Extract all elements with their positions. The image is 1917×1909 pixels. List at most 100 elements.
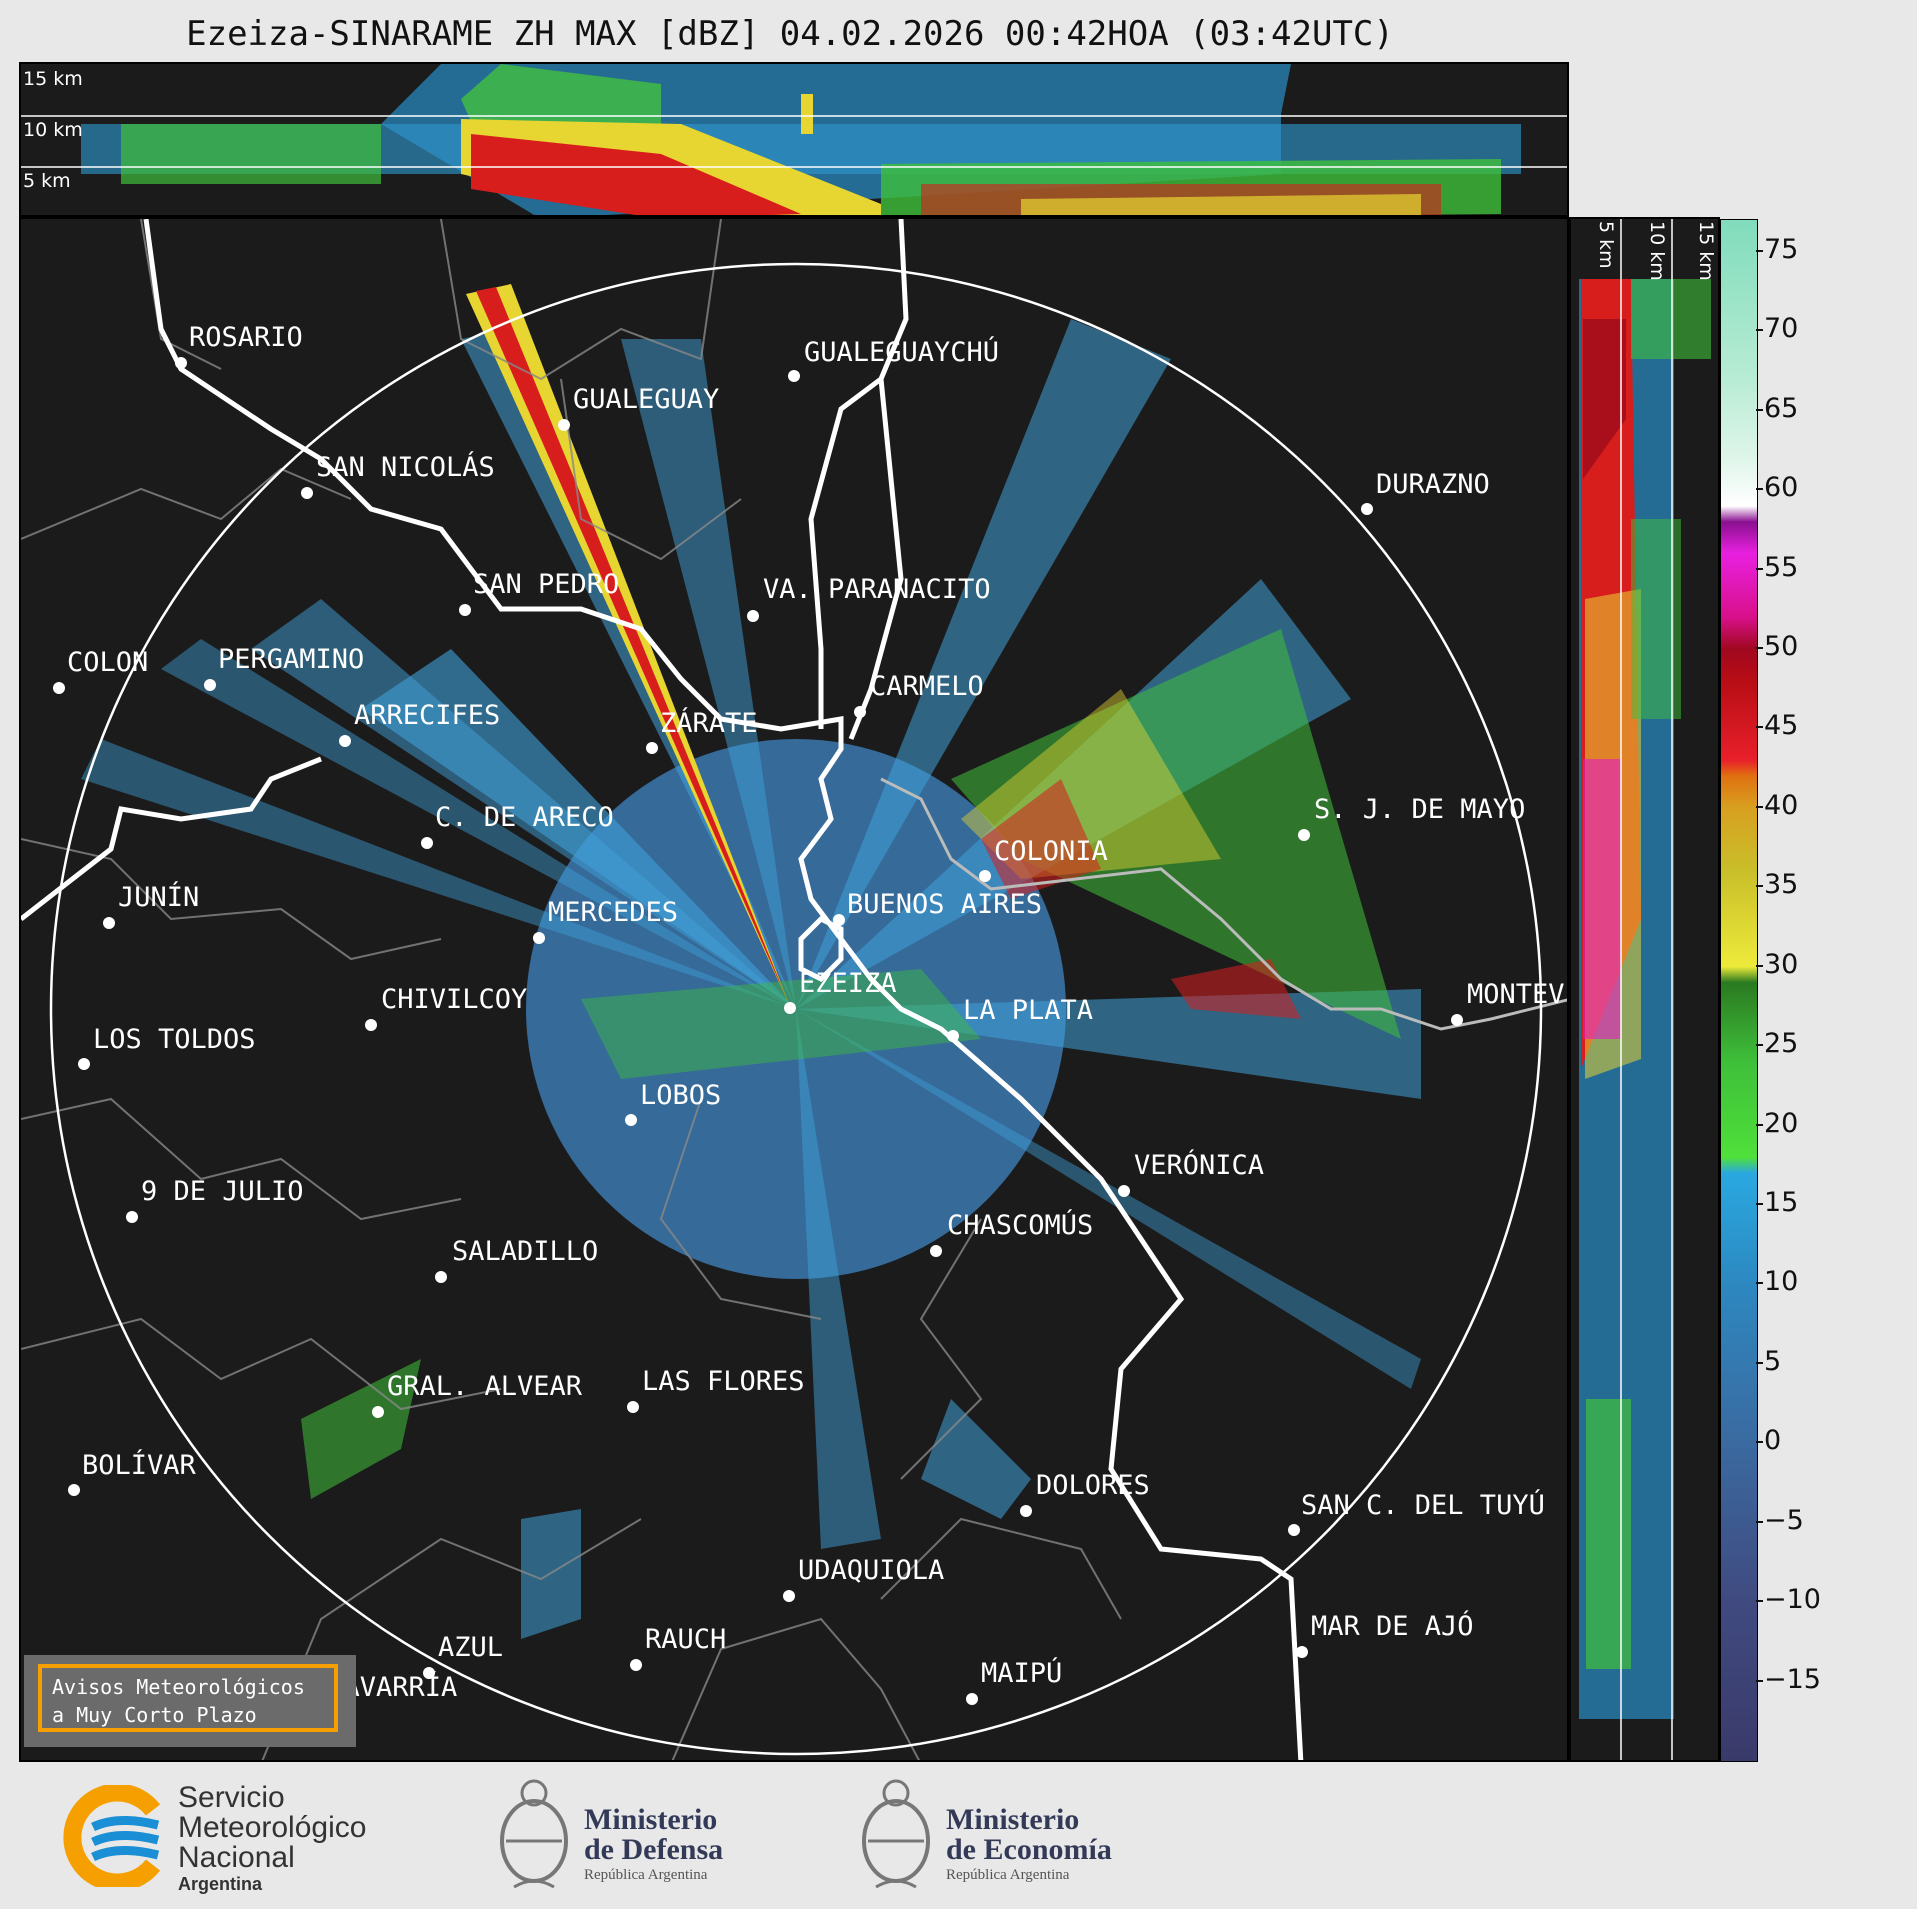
- city-dot-montevideo: [1451, 1014, 1463, 1026]
- city-dot-dolores: [1020, 1505, 1032, 1517]
- city-dot-colonia: [979, 870, 991, 882]
- city-label-rauch: RAUCH: [645, 1624, 727, 1655]
- colorbar-tick-mark: [1756, 249, 1763, 252]
- city-dot-rauch: [630, 1659, 642, 1671]
- top-cross-section-echoes: [21, 64, 1567, 215]
- side-height-label-10km: 10 km: [1646, 221, 1668, 281]
- colorbar-tick-label: 25: [1764, 1028, 1799, 1060]
- city-label-carmelo: CARMELO: [870, 671, 984, 702]
- smn-logo-icon: [63, 1785, 161, 1887]
- colorbar-tick-mark: [1756, 805, 1763, 808]
- side-cross-section-echoes: [1579, 219, 1711, 1760]
- city-label-saladillo: SALADILLO: [452, 1236, 599, 1267]
- city-dot-durazno: [1361, 503, 1373, 515]
- colorbar-tick-label: 5: [1764, 1345, 1782, 1377]
- city-label-los-toldos: LOS TOLDOS: [93, 1024, 256, 1055]
- colorbar-tick-label: 40: [1764, 789, 1799, 821]
- notice-panel[interactable]: Avisos Meteorológicos a Muy Corto Plazo: [24, 1655, 356, 1747]
- city-label-rosario: ROSARIO: [189, 322, 303, 353]
- city-label-veronica: VERÓNICA: [1134, 1150, 1265, 1181]
- economia-sub: República Argentina: [946, 1867, 1070, 1883]
- colorbar-tick-mark: [1756, 567, 1763, 570]
- city-label-arrecifes: ARRECIFES: [354, 700, 501, 731]
- colorbar-tick-label: 30: [1764, 948, 1799, 980]
- colorbar-tick-mark: [1756, 646, 1763, 649]
- side-height-label-5km: 5 km: [1595, 221, 1617, 269]
- city-dot-chivilcoy: [365, 1019, 377, 1031]
- colorbar-tick-label: 10: [1764, 1266, 1799, 1298]
- smn-line3: Nacional: [178, 1841, 295, 1874]
- city-label-gualeguaychu: GUALEGUAYCHÚ: [804, 337, 1000, 368]
- city-label-sj-de-mayo: S. J. DE MAYO: [1314, 794, 1526, 825]
- city-dot-las-flores: [627, 1401, 639, 1413]
- city-dot-la-plata: [947, 1030, 959, 1042]
- colorbar-tick-mark: [1756, 408, 1763, 411]
- colorbar-tick-label: 35: [1764, 869, 1799, 901]
- colorbar-tick-mark: [1756, 726, 1763, 729]
- city-dot-udaquiola: [783, 1590, 795, 1602]
- colorbar-tick-mark: [1756, 488, 1763, 491]
- colorbar-tick-label: 75: [1764, 233, 1799, 265]
- radar-map-panel: ROSARIO GUALEGUAYCHÚ GUALEGUAY SAN NICOL…: [19, 217, 1569, 1762]
- city-label-pergamino: PERGAMINO: [218, 644, 365, 675]
- side-cross-section-panel: 5 km 10 km 15 km: [1569, 217, 1720, 1762]
- city-dot-maipu: [966, 1693, 978, 1705]
- defensa-sub: República Argentina: [584, 1867, 708, 1883]
- smn-sub: Argentina: [178, 1874, 263, 1894]
- city-dot-lobos: [625, 1114, 637, 1126]
- city-dot-carmelo: [854, 706, 866, 718]
- notice-line2: a Muy Corto Plazo: [52, 1703, 257, 1727]
- city-dot-pergamino: [204, 679, 216, 691]
- economia-line2: de Economía: [946, 1833, 1112, 1866]
- city-label-zarate: ZÁRATE: [660, 708, 758, 739]
- city-label-colonia: COLONIA: [994, 836, 1108, 867]
- height-label-10km: 10 km: [23, 119, 83, 141]
- colorbar-tick-label: −10: [1764, 1584, 1821, 1616]
- notice-line1: Avisos Meteorológicos: [52, 1675, 305, 1699]
- city-label-bolivar: BOLÍVAR: [82, 1450, 196, 1481]
- reflectivity-colorbar: [1720, 219, 1758, 1762]
- smn-line1: Servicio: [178, 1781, 285, 1814]
- city-label-las-flores: LAS FLORES: [642, 1366, 805, 1397]
- colorbar-tick-label: 55: [1764, 551, 1799, 583]
- radar-map-svg: [21, 219, 1567, 1760]
- city-dot-junin: [103, 917, 115, 929]
- city-label-gualeguay: GUALEGUAY: [573, 384, 720, 415]
- city-label-mercedes: MERCEDES: [548, 897, 679, 928]
- colorbar-tick-mark: [1756, 1123, 1763, 1126]
- colorbar-tick-mark: [1756, 964, 1763, 967]
- city-dot-buenos-aires: [833, 914, 845, 926]
- city-dot-bolivar: [68, 1484, 80, 1496]
- colorbar-tick-label: 70: [1764, 313, 1799, 345]
- defensa-line2: de Defensa: [584, 1833, 724, 1866]
- city-label-azul: AZUL: [438, 1632, 504, 1663]
- colorbar-tick-label: 20: [1764, 1107, 1799, 1139]
- city-label-va-paranacito: VA. PARANACITO: [763, 574, 991, 605]
- city-label-c-de-areco: C. DE ARECO: [435, 802, 614, 833]
- city-dot-los-toldos: [78, 1058, 90, 1070]
- colorbar-tick-label: 0: [1764, 1425, 1782, 1457]
- city-dot-c-de-areco: [421, 837, 433, 849]
- colorbar-tick-mark: [1756, 1441, 1763, 1444]
- smn-line2: Meteorológico: [178, 1811, 367, 1844]
- height-label-15km: 15 km: [23, 68, 83, 90]
- uruguay-coast: [880, 777, 1567, 1031]
- city-label-9-de-julio: 9 DE JULIO: [141, 1176, 304, 1207]
- city-label-gral-alvear: GRAL. ALVEAR: [387, 1371, 583, 1402]
- city-label-ezeiza: EZEIZA: [799, 968, 897, 999]
- city-label-san-nicolas: SAN NICOLÁS: [316, 452, 495, 483]
- echo-streak-yellow: [466, 284, 791, 1009]
- notice-link[interactable]: Avisos Meteorológicos a Muy Corto Plazo: [38, 1664, 338, 1732]
- colorbar-tick-label: −5: [1764, 1504, 1804, 1536]
- city-label-mar-de-ajo: MAR DE AJÓ: [1311, 1611, 1474, 1642]
- department-boundaries: [21, 219, 1122, 1760]
- city-label-san-c-del-tuyu: SAN C. DEL TUYÚ: [1301, 1490, 1545, 1521]
- side-height-label-15km: 15 km: [1695, 221, 1717, 281]
- city-label-la-plata: LA PLATA: [963, 995, 1094, 1026]
- colorbar-tick-label: −15: [1764, 1663, 1821, 1695]
- city-label-san-pedro: SAN PEDRO: [473, 569, 620, 600]
- range-ring: [49, 262, 1543, 1756]
- economia-line1: Ministerio: [946, 1803, 1080, 1836]
- city-dot-chascomus: [930, 1245, 942, 1257]
- defensa-coat-of-arms-icon: [500, 1779, 568, 1889]
